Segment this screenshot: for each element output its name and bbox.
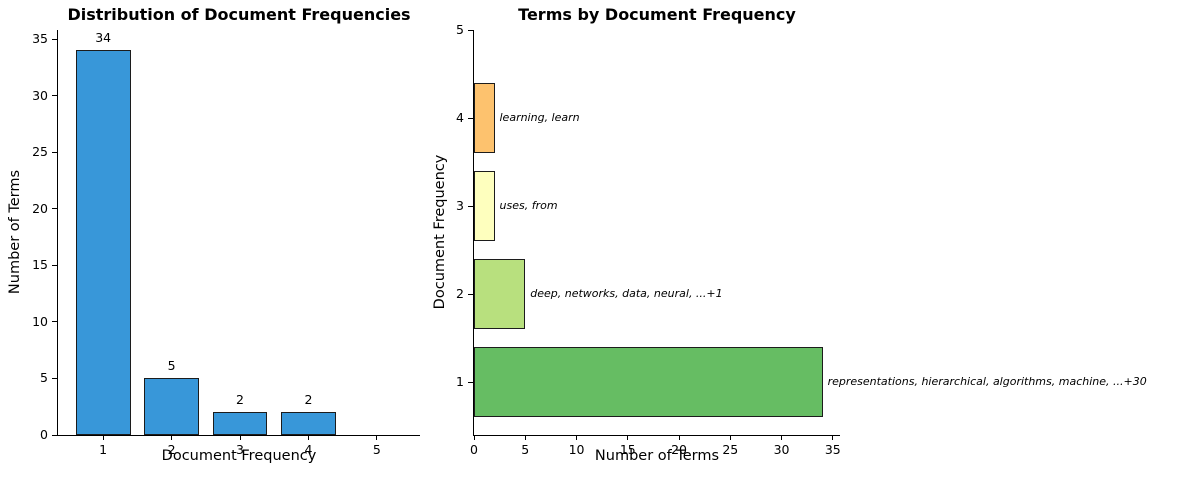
bar [75, 50, 131, 435]
y-tick-mark [468, 205, 473, 207]
bar [281, 412, 336, 435]
x-tick-label: 30 [773, 442, 790, 457]
x-tick-label: 20 [671, 442, 687, 457]
y-tick-label: 5 [456, 22, 464, 37]
x-axis-spine [57, 435, 420, 436]
bar-annotation: learning, learn [499, 111, 580, 125]
y-tick-mark [52, 208, 57, 210]
plot-area: 1 2 3 4 5 0 5 10 15 20 25 30 35 34 5 2 2 [32, 30, 420, 457]
x-axis-label: Number of Terms [594, 448, 720, 464]
bar [474, 258, 526, 330]
y-tick-mark [52, 434, 57, 436]
bar-value-label: 5 [167, 358, 176, 374]
bar-annotation: representations, hierarchical, algorithm… [827, 375, 1147, 389]
x-tick-mark [473, 435, 475, 440]
y-tick-label: 3 [456, 198, 464, 214]
x-tick-mark [376, 435, 378, 440]
y-axis-label: Number of Terms [7, 169, 23, 295]
y-tick-mark [52, 38, 57, 40]
bar [474, 170, 495, 242]
y-tick-mark [468, 117, 473, 119]
x-tick-mark [171, 435, 173, 440]
x-tick-mark [307, 435, 309, 440]
y-tick-label: 20 [32, 200, 48, 216]
x-tick-label: 5 [521, 442, 530, 457]
x-tick-mark [576, 435, 578, 440]
bar [144, 378, 199, 435]
x-tick-mark [729, 435, 731, 440]
y-axis-spine [473, 30, 474, 436]
x-tick-mark [102, 435, 104, 440]
x-tick-label: 0 [470, 442, 478, 457]
chart-title: Terms by Document Frequency [518, 5, 796, 24]
x-tick-label: 3 [236, 442, 244, 457]
x-axis-spine [473, 435, 840, 436]
y-tick-label: 1 [456, 374, 464, 390]
y-tick-mark [468, 29, 473, 31]
bar-value-label: 34 [95, 30, 112, 46]
x-tick-mark [627, 435, 629, 440]
y-tick-label: 4 [456, 110, 464, 126]
x-tick-label: 1 [99, 442, 108, 457]
y-axis-spine [57, 30, 58, 436]
bar-annotation: uses, from [499, 199, 558, 213]
y-tick-label: 25 [32, 144, 48, 160]
x-tick-mark [781, 435, 783, 440]
x-tick-mark [678, 435, 680, 440]
bar [474, 346, 823, 418]
x-tick-label: 15 [619, 442, 636, 457]
x-tick-label: 2 [167, 442, 176, 457]
y-tick-label: 0 [40, 427, 48, 442]
y-tick-label: 35 [32, 31, 48, 47]
y-tick-mark [52, 95, 57, 97]
y-tick-mark [52, 151, 57, 153]
bar-value-label: 2 [236, 392, 244, 408]
bar-value-label: 2 [304, 392, 313, 408]
bar [212, 412, 268, 435]
x-tick-mark [239, 435, 241, 440]
y-tick-label: 2 [456, 286, 464, 302]
y-tick-label: 10 [32, 313, 48, 329]
y-tick-label: 5 [40, 370, 48, 386]
plot-area: 0 5 10 15 20 25 30 35 1 2 3 4 5 representations, hier… [456, 22, 1147, 457]
x-tick-label: 35 [824, 442, 841, 457]
x-tick-label: 25 [722, 442, 739, 457]
y-tick-mark [468, 293, 473, 295]
x-tick-mark [832, 435, 834, 440]
bar [474, 82, 495, 154]
x-axis-label: Document Frequency [161, 448, 317, 464]
y-tick-label: 30 [32, 87, 48, 103]
x-tick-mark [524, 435, 526, 440]
y-tick-label: 15 [32, 257, 48, 273]
y-tick-mark [52, 377, 57, 379]
bar-annotation: deep, networks, data, neural, ...+1 [530, 287, 723, 301]
chart-title: Distribution of Document Frequencies [67, 5, 411, 24]
y-tick-mark [52, 321, 57, 323]
y-tick-mark [468, 381, 473, 383]
y-tick-mark [52, 264, 57, 266]
x-tick-label: 4 [304, 442, 313, 457]
x-tick-label: 5 [372, 442, 381, 457]
x-tick-label: 10 [568, 442, 585, 457]
